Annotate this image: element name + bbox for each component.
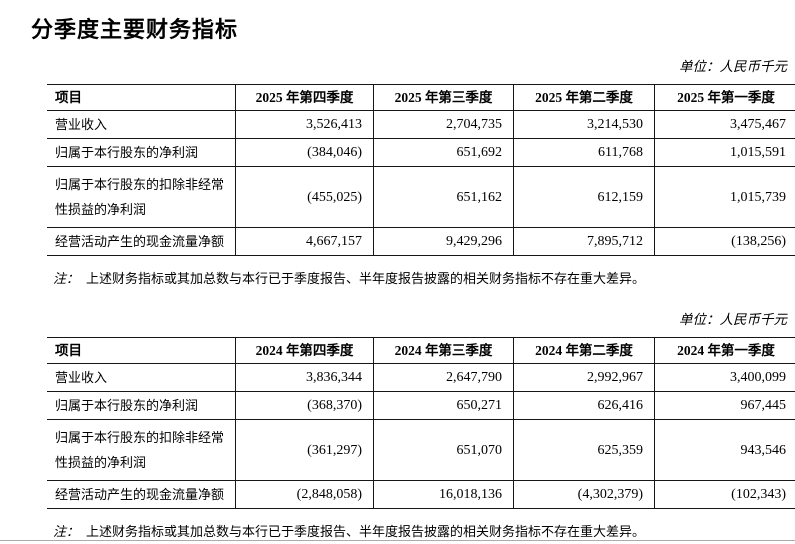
table-note-2024: 注： 上述财务指标或其加总数与本行已于季度报告、半年度报告披露的相关财务指标不存在…	[53, 523, 775, 540]
note-prefix: 注：	[53, 271, 80, 286]
quarter-column-header: 2024 年第二季度	[513, 337, 655, 364]
table-row: 营业收入 3,836,344 2,647,790 2,992,967 3,400,099	[47, 363, 795, 392]
cell-value: 651,162	[373, 166, 514, 228]
cell-value: 612,159	[513, 166, 655, 228]
cell-value: 967,445	[654, 391, 795, 420]
unit-label-2024: 单位：人民币千元	[679, 312, 787, 327]
quarter-column-header: 2025 年第一季度	[654, 84, 795, 111]
cell-value: 625,359	[513, 419, 655, 481]
table-2024-quarterly: 项目 2024 年第四季度 2024 年第三季度 2024 年第二季度 2024 年第一…	[47, 337, 795, 509]
table-row: 归属于本行股东的扣除非经常 性损益的净利润 (361,297) 651,070 625…	[47, 419, 795, 481]
table-2025-quarterly: 项目 2025 年第四季度 2025 年第三季度 2025 年第二季度 2025 年第一…	[47, 84, 795, 256]
cell-value: 9,429,296	[373, 227, 514, 256]
cell-value: (361,297)	[235, 419, 374, 481]
cell-value: 611,768	[513, 138, 655, 167]
row-label: 归属于本行股东的扣除非经常 性损益的净利润	[47, 166, 236, 228]
quarter-column-header: 2025 年第三季度	[373, 84, 514, 111]
cell-value: 2,704,735	[373, 110, 514, 139]
cell-value: 650,271	[373, 391, 514, 420]
quarter-column-header: 2024 年第四季度	[235, 337, 374, 364]
cell-value: 626,416	[513, 391, 655, 420]
row-label: 经营活动产生的现金流量净额	[47, 227, 236, 256]
cell-value: (384,046)	[235, 138, 374, 167]
cell-value: (368,370)	[235, 391, 374, 420]
cell-value: 3,526,413	[235, 110, 374, 139]
header-row: 项目 2024 年第四季度 2024 年第三季度 2024 年第二季度 2024 年第一…	[47, 337, 795, 364]
row-label: 归属于本行股东的净利润	[47, 391, 236, 420]
row-label: 营业收入	[47, 363, 236, 392]
table-row: 归属于本行股东的净利润 (368,370) 650,271 626,416 967,44…	[47, 391, 795, 420]
page-title: 分季度主要财务指标	[31, 17, 239, 42]
row-label: 归属于本行股东的扣除非经常 性损益的净利润	[47, 419, 236, 481]
next-section-top-rule	[0, 540, 795, 541]
table-row: 归属于本行股东的扣除非经常 性损益的净利润 (455,025) 651,162 612…	[47, 166, 795, 228]
item-column-header: 项目	[47, 84, 236, 111]
cell-value: 3,475,467	[654, 110, 795, 139]
quarter-column-header: 2024 年第三季度	[373, 337, 514, 364]
cell-value: 7,895,712	[513, 227, 655, 256]
table-row: 归属于本行股东的净利润 (384,046) 651,692 611,768 1,015,…	[47, 138, 795, 167]
cell-value: 651,692	[373, 138, 514, 167]
header-row: 项目 2025 年第四季度 2025 年第三季度 2025 年第二季度 2025 年第一…	[47, 84, 795, 111]
cell-value: 1,015,739	[654, 166, 795, 228]
quarter-column-header: 2025 年第四季度	[235, 84, 374, 111]
note-text: 上述财务指标或其加总数与本行已于季度报告、半年度报告披露的相关财务指标不存在重大…	[86, 524, 646, 539]
quarter-column-header: 2025 年第二季度	[513, 84, 655, 111]
cell-value: 3,400,099	[654, 363, 795, 392]
cell-value: 1,015,591	[654, 138, 795, 167]
table-row: 经营活动产生的现金流量净额 (2,848,058) 16,018,136 (4,302…	[47, 480, 795, 509]
table-row: 营业收入 3,526,413 2,704,735 3,214,530 3,475,467	[47, 110, 795, 139]
cell-value: 3,214,530	[513, 110, 655, 139]
row-label: 营业收入	[47, 110, 236, 139]
table-note-2025: 注： 上述财务指标或其加总数与本行已于季度报告、半年度报告披露的相关财务指标不存在…	[53, 270, 775, 287]
cell-value: (102,343)	[654, 480, 795, 509]
note-text: 上述财务指标或其加总数与本行已于季度报告、半年度报告披露的相关财务指标不存在重大…	[86, 271, 646, 286]
cell-value: 2,647,790	[373, 363, 514, 392]
cell-value: 3,836,344	[235, 363, 374, 392]
table-row: 经营活动产生的现金流量净额 4,667,157 9,429,296 7,895,712…	[47, 227, 795, 256]
note-prefix: 注：	[53, 524, 80, 539]
row-label: 经营活动产生的现金流量净额	[47, 480, 236, 509]
item-column-header: 项目	[47, 337, 236, 364]
cell-value: 943,546	[654, 419, 795, 481]
cell-value: 651,070	[373, 419, 514, 481]
cell-value: (138,256)	[654, 227, 795, 256]
unit-label-2025: 单位：人民币千元	[679, 59, 787, 74]
cell-value: (4,302,379)	[513, 480, 655, 509]
quarter-column-header: 2024 年第一季度	[654, 337, 795, 364]
cell-value: 2,992,967	[513, 363, 655, 392]
cell-value: (455,025)	[235, 166, 374, 228]
cell-value: 16,018,136	[373, 480, 514, 509]
row-label: 归属于本行股东的净利润	[47, 138, 236, 167]
cell-value: 4,667,157	[235, 227, 374, 256]
cell-value: (2,848,058)	[235, 480, 374, 509]
